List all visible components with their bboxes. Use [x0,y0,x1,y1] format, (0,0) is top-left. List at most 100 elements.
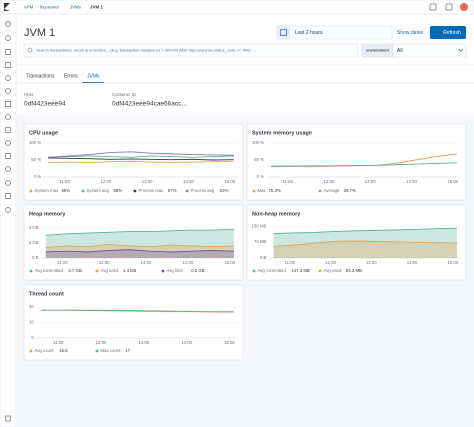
series-area [273,241,457,258]
y-tick-label: 75 MB [254,239,267,244]
y-tick-label: 4 GB [29,225,39,230]
nav-icon[interactable] [5,153,11,159]
x-tick-label: 15:00 [224,340,235,345]
legend-name: Avg committed [35,268,64,273]
container-value: 0df4423eee94cae66acc... [112,101,187,108]
tab[interactable]: Transactions [26,73,55,79]
breadcrumb[interactable]: log-server [40,5,60,10]
legend-value: 147.3 MB [291,268,310,273]
legend-value: 56.3 MB [346,268,362,273]
x-tick-label: 14:00 [183,179,194,184]
legend-dot [252,269,256,273]
series-line [45,243,234,248]
x-tick-label: 14:00 [182,260,193,265]
series-line [273,240,457,247]
x-tick-label: 11:00 [285,260,296,265]
legend-name: Max count [101,348,122,353]
nav-icon[interactable] [5,49,11,55]
legend-name: Max [258,188,267,193]
y-tick-label: 0 B [32,255,39,260]
nav-icon[interactable] [5,127,11,133]
y-tick-label: 0 % [257,174,265,179]
breadcrumb[interactable]: JVMs [70,5,81,10]
y-tick-label: 10 [29,320,34,325]
x-tick-label: 14:00 [181,340,192,345]
x-tick-label: 13:00 [141,260,152,265]
x-tick-label: 15:00 [224,179,235,184]
tab-active[interactable]: JVMs [87,73,100,79]
x-tick-label: 13:00 [365,179,376,184]
legend-dot [95,349,99,353]
y-tick-label: 150 MB [252,223,267,228]
breadcrumb-current: JVM 1 [90,5,104,10]
avatar[interactable] [460,3,468,11]
nav-icon[interactable] [5,140,11,146]
x-tick-label: 12:00 [96,340,107,345]
kibana-logo[interactable] [4,3,10,11]
search-placeholder: Search transactions, errors and metrics.… [36,48,251,53]
host-label: Host [24,92,34,97]
nav-icon[interactable] [5,114,11,120]
series-line [48,151,234,158]
y-tick-label: 50 % [31,157,41,162]
refresh-button[interactable] [430,26,466,39]
nav-icon[interactable] [5,62,11,68]
environment-label: environment [366,49,390,53]
sidebar [0,13,17,427]
nav-icon[interactable] [5,180,11,186]
nav-icon[interactable] [5,88,11,94]
nav-icon[interactable] [5,193,11,199]
series-line [48,155,234,158]
nav-icon[interactable] [5,166,11,172]
nav-icon[interactable] [5,21,11,27]
help-icon[interactable] [429,3,437,11]
legend-value: 17 [125,348,130,353]
legend-dot [81,189,85,193]
legend-value: 65% [62,188,71,193]
legend-value: 1.4 GB [123,268,137,273]
environment-select[interactable] [392,43,467,58]
calendar-icon [280,29,287,36]
series-area [45,229,234,258]
nav-icon[interactable] [5,35,11,41]
legend-name: Avg count [35,348,55,353]
environment-value: All [397,48,403,54]
panel [246,204,467,281]
news-icon[interactable] [445,3,453,11]
tab[interactable]: Errors [64,73,78,79]
x-tick-label: 12:00 [325,260,336,265]
nav-icon[interactable] [5,101,11,107]
refresh-label: Refresh [443,30,461,36]
legend-name: Process avg [191,188,215,193]
legend-dot [185,189,189,193]
legend-dot [29,349,33,353]
series-line [48,160,234,164]
dropdown-arrow [458,48,464,52]
date-range[interactable]: Last 2 hours [295,30,323,36]
show-dates[interactable]: Show dates [397,30,424,36]
series-line [45,228,234,236]
search-bar[interactable] [23,43,359,58]
legend-name: Process max [139,188,165,193]
nav-icon[interactable] [5,207,11,213]
series-line [271,162,457,167]
container-label: Container ID [112,92,136,97]
legend-value: 57% [168,188,177,193]
x-tick-label: 15:00 [447,179,458,184]
breadcrumb[interactable]: APM [24,5,34,10]
date-quick-menu[interactable] [277,26,290,39]
nav-icon[interactable] [5,75,11,81]
panel-title: Heap memory [29,211,66,217]
series-line [41,309,234,313]
legend-name: Avg limit [167,268,184,273]
panel-title: CPU usage [29,130,58,136]
y-tick-label: 50 % [254,157,264,162]
x-tick-label: 12:00 [99,260,110,265]
x-tick-label: 15:00 [224,260,235,265]
legend-name: Avg committed [258,268,287,273]
y-tick-label: 0 B [260,255,267,260]
y-tick-label: 0 [31,335,34,340]
x-tick-label: 13:00 [142,179,153,184]
legend-value: 3.7 GB [68,268,82,273]
nav-collapse[interactable] [5,415,11,422]
